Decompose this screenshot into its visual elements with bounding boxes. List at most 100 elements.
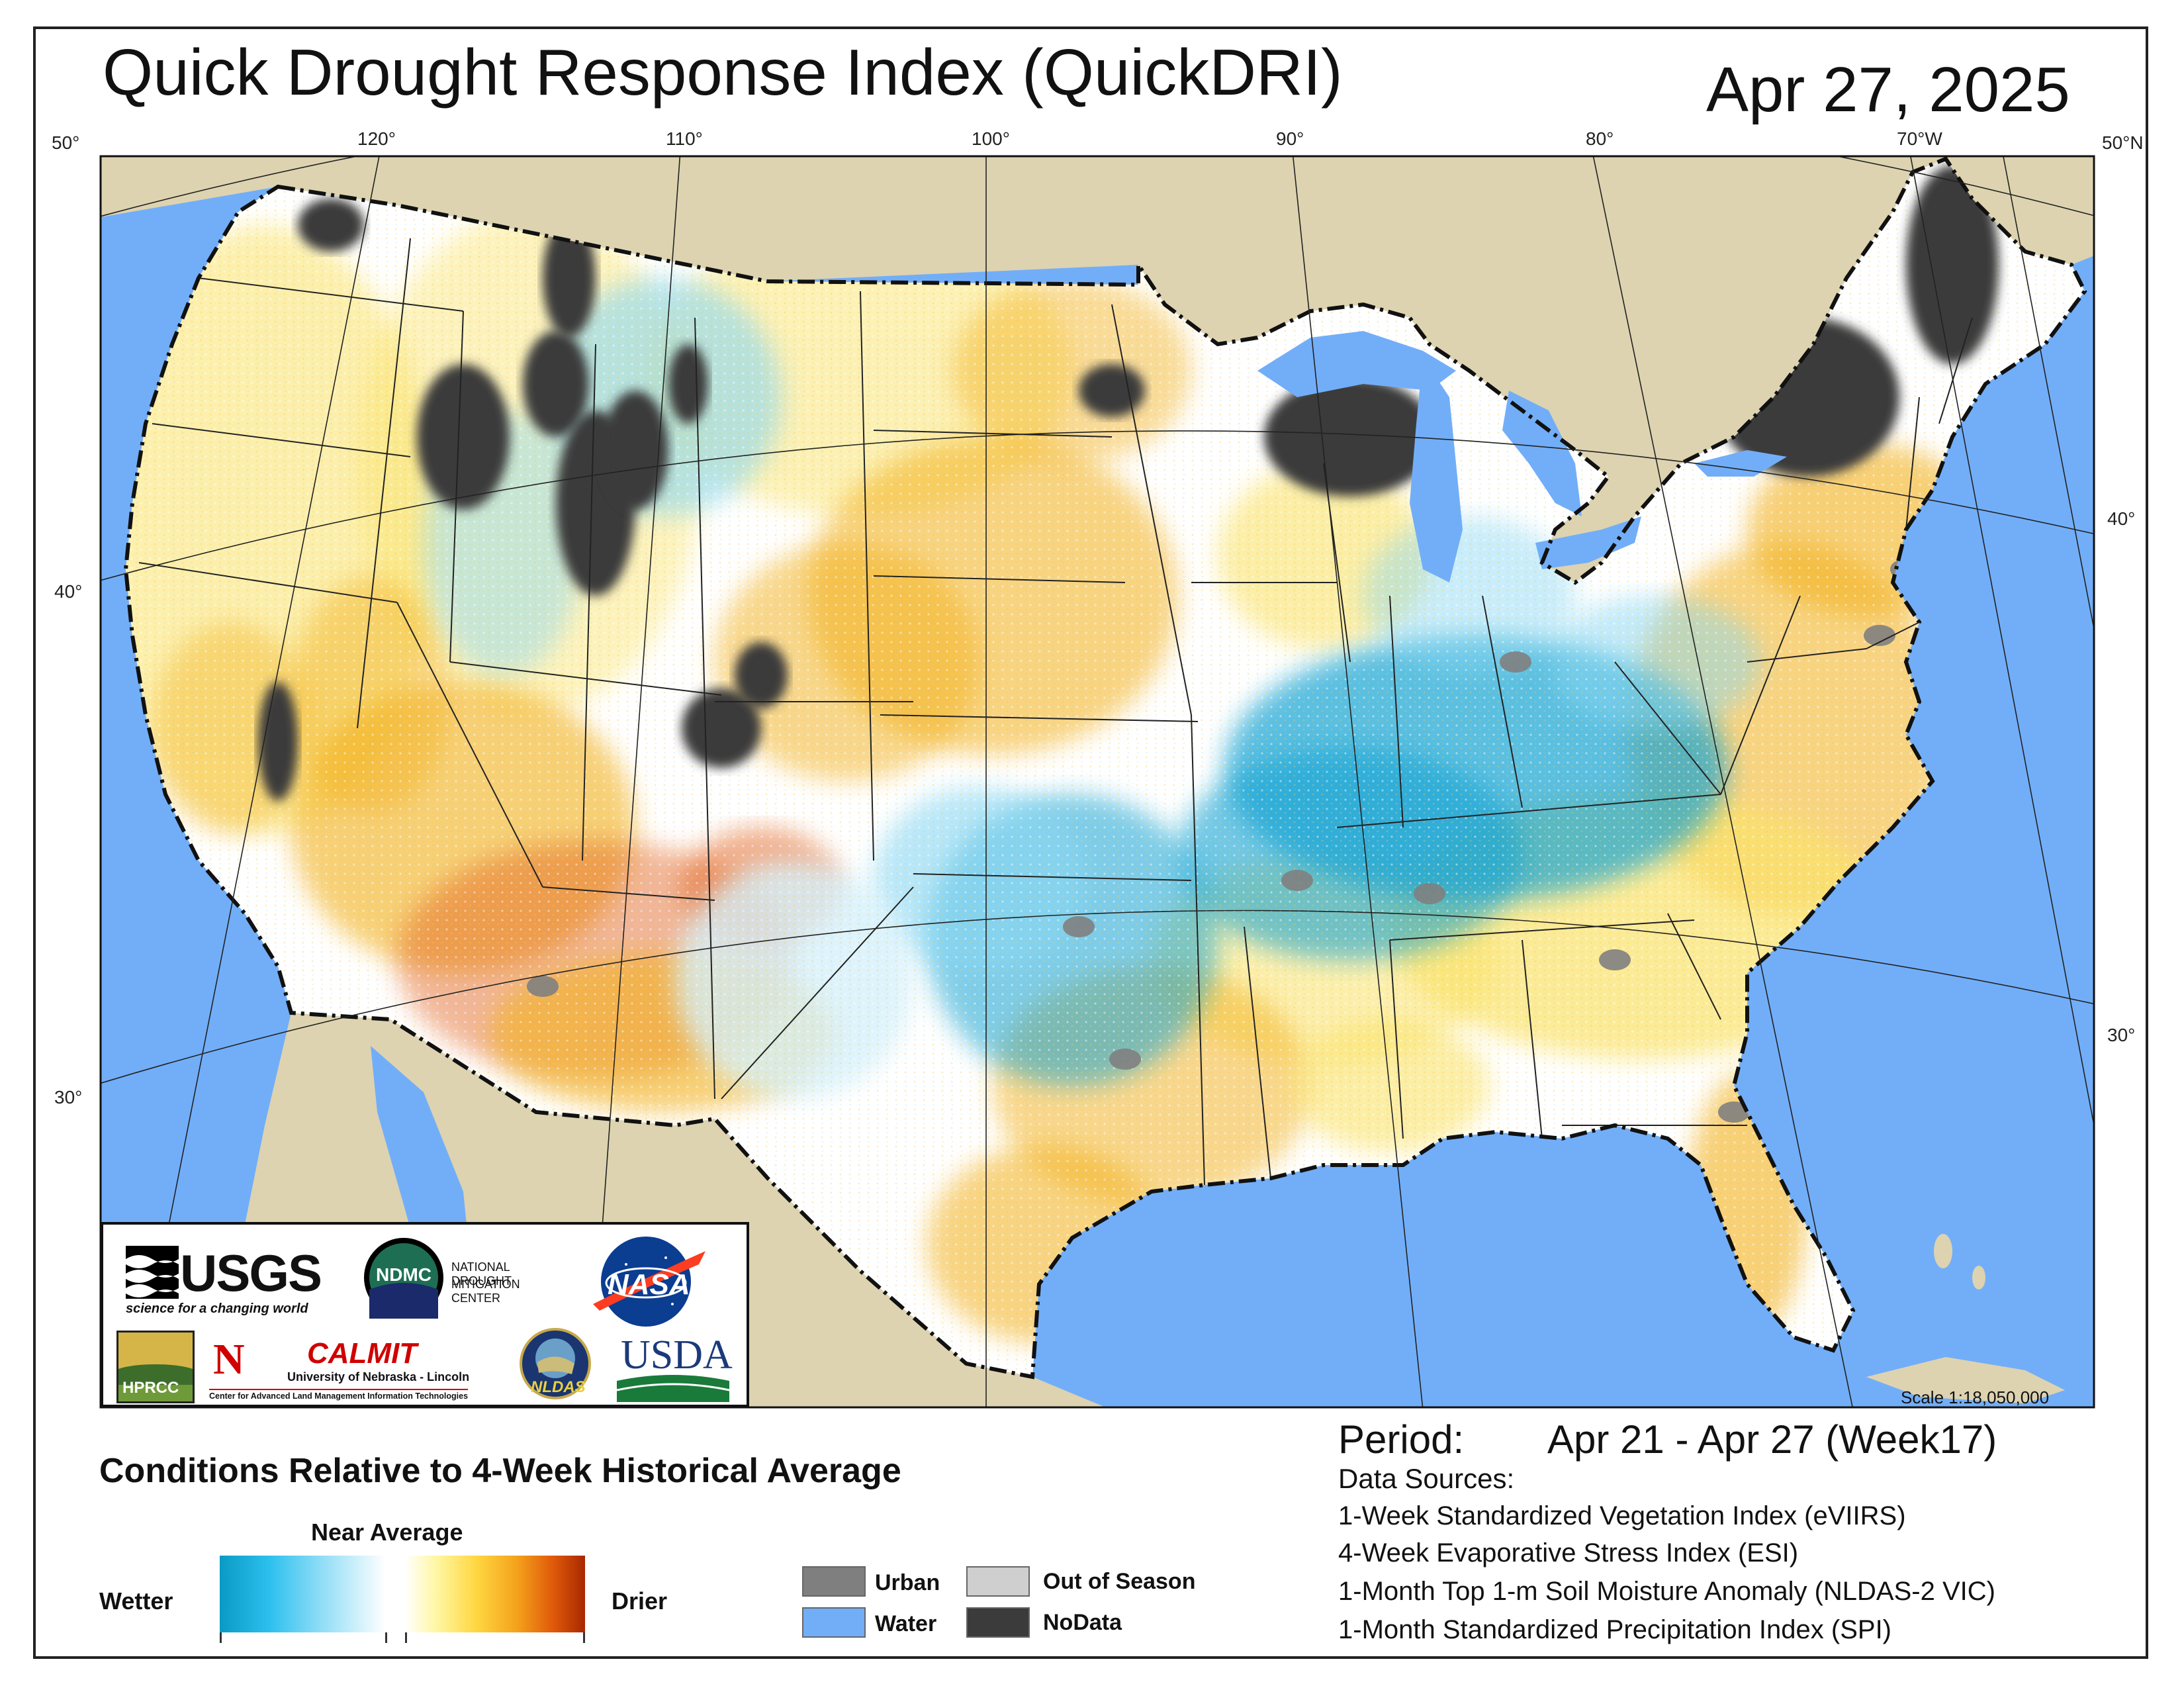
lat-label-right-40: 40° [2107, 508, 2136, 529]
data-source-item: 1-Month Standardized Precipitation Index… [1338, 1615, 1891, 1644]
legend-ramp-dry [405, 1556, 585, 1632]
graticule-line [132, 156, 380, 1407]
lon-label-70w: 70°W [1897, 128, 1942, 149]
state-line [1389, 919, 1695, 941]
legend-tick [385, 1632, 387, 1643]
nodata-patch [258, 682, 298, 801]
lake [1502, 391, 1582, 516]
state-line [1191, 714, 1205, 1186]
usda-logo: USDA [617, 1333, 733, 1402]
state-line [1905, 397, 1920, 530]
calmit-logo: N CALMIT University of Nebraska - Lincol… [209, 1331, 487, 1403]
lon-label-80: 80° [1586, 128, 1614, 149]
period-value: Apr 21 - Apr 27 (Week17) [1547, 1417, 1997, 1462]
nodata-patch [417, 364, 510, 510]
calmit-name: CALMIT [307, 1337, 418, 1370]
canada-land [101, 156, 2094, 583]
state-line [721, 886, 914, 1100]
data-sources-title: Data Sources: [1338, 1463, 1515, 1494]
nodata-patch [523, 331, 589, 437]
ndmc-seal-icon [364, 1238, 443, 1319]
nodata-patch [602, 391, 668, 510]
lat-label-top-right: 50°N [2102, 132, 2144, 153]
state-line [694, 317, 715, 1100]
graticule-lines [101, 156, 2094, 1407]
legend-tick [583, 1632, 585, 1643]
nldas-logo: NLDAS [519, 1324, 592, 1406]
lake [1535, 516, 1641, 569]
hprcc-logo: HPRCC [116, 1331, 195, 1403]
nodata-patch [543, 218, 596, 338]
usgs-logo: USGS science for a changing world [126, 1243, 322, 1316]
state-line [396, 602, 543, 888]
cuba-land [1866, 1357, 2065, 1403]
state-line [357, 238, 411, 729]
graticule-line [1592, 156, 1853, 1407]
graticule-line [101, 430, 2094, 581]
legend-tick [220, 1632, 222, 1643]
legend-ramp-wet [220, 1556, 385, 1632]
lake [1257, 331, 1456, 397]
state-line [138, 562, 398, 603]
legend-label-nodata: NoData [1043, 1610, 1122, 1635]
state-line [880, 714, 1199, 722]
map-date: Apr 27, 2025 [1706, 54, 2070, 125]
urban-spot [1281, 870, 1313, 891]
legend-tick [405, 1632, 407, 1643]
usda-text: USDA [621, 1333, 733, 1378]
nodata-patch [1264, 377, 1436, 496]
state-line [1522, 939, 1543, 1139]
lat-label-top-left: 50° [52, 132, 80, 153]
map-border [99, 155, 2095, 1409]
legend-label-out-of-season: Out of Season [1043, 1569, 1196, 1594]
calmit-line1: University of Nebraska - Lincoln [287, 1370, 470, 1383]
nodata-patch [1906, 165, 1999, 364]
lon-label-120: 120° [357, 128, 396, 149]
calmit-line2: Center for Advanced Land Management Info… [209, 1389, 469, 1401]
usgs-name: USGS [180, 1244, 322, 1302]
state-line [449, 310, 464, 663]
state-line [152, 423, 411, 457]
graticule-line [1910, 156, 2094, 1126]
usgs-wave-icon [126, 1246, 179, 1299]
graticule-line [588, 156, 681, 1407]
legend-swatch-urban [802, 1566, 866, 1597]
nasa-meatball-icon [593, 1237, 705, 1327]
lake [1694, 450, 1787, 477]
graticule-line [2003, 156, 2094, 630]
period-label: Period: [1338, 1417, 1465, 1462]
legend-swatch-out-of-season [966, 1566, 1030, 1597]
urban-spot [1500, 651, 1531, 673]
state-line [1747, 648, 1867, 663]
figure-frame [33, 26, 2148, 1659]
bahamas-island [1972, 1266, 1985, 1289]
data-source-item: 4-Week Evaporative Stress Index (ESI) [1338, 1538, 1799, 1568]
nasa-text: NASA [608, 1268, 690, 1301]
state-line [913, 873, 1192, 881]
ndmc-logo: NDMC NATIONAL DROUGHT MITIGATION CENTER [363, 1237, 561, 1323]
hprcc-hill [118, 1364, 193, 1385]
legend-wetter: Wetter [99, 1587, 173, 1615]
legend-swatch-nodata [966, 1607, 1030, 1638]
legend-swatch-water [802, 1607, 866, 1638]
state-line [1614, 661, 1721, 795]
ndmc-line2: MITIGATION CENTER [451, 1278, 520, 1305]
state-line [1244, 926, 1271, 1179]
lake [1410, 357, 1463, 583]
state-line [860, 291, 874, 861]
state-boundaries [138, 238, 1973, 1186]
lat-label-right-30: 30° [2107, 1025, 2136, 1045]
state-line [1389, 939, 1404, 1139]
urban-spot [1718, 1102, 1750, 1123]
urban-spot [1864, 625, 1895, 646]
usda-field-icon [617, 1372, 729, 1402]
urban-spot [1414, 883, 1445, 904]
state-line [873, 430, 1113, 438]
nodata-patch [1079, 364, 1145, 417]
nasa-logo: NASA [593, 1231, 705, 1331]
lon-label-110: 110° [666, 128, 703, 149]
nldas-text: NLDAS [531, 1378, 586, 1396]
lat-label-left-40: 40° [54, 581, 83, 602]
lon-label-100: 100° [972, 128, 1010, 149]
